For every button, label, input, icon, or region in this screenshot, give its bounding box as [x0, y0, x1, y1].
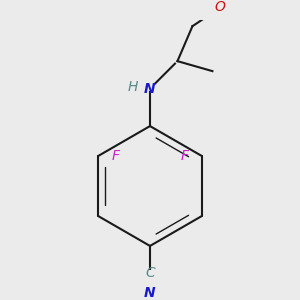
Text: O: O — [214, 1, 225, 14]
Text: F: F — [180, 149, 188, 163]
Text: C: C — [145, 266, 155, 280]
Text: F: F — [112, 149, 120, 163]
Text: N: N — [144, 286, 156, 300]
Text: H: H — [127, 80, 138, 94]
Text: N: N — [144, 82, 156, 96]
